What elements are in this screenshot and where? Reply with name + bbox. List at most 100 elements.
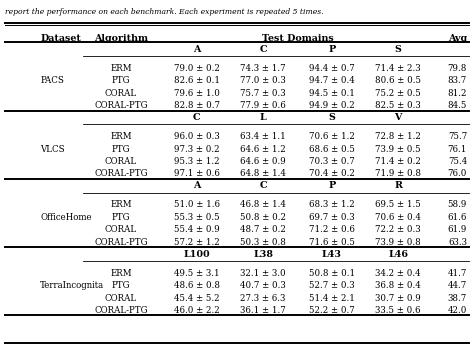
- Text: CORAL-PTG: CORAL-PTG: [94, 101, 147, 110]
- Text: 55.4 ± 0.9: 55.4 ± 0.9: [174, 225, 219, 234]
- Text: 97.3 ± 0.2: 97.3 ± 0.2: [174, 145, 219, 154]
- Text: 30.7 ± 0.9: 30.7 ± 0.9: [375, 294, 421, 302]
- Text: 70.4 ± 0.2: 70.4 ± 0.2: [309, 169, 355, 178]
- Text: 71.9 ± 0.8: 71.9 ± 0.8: [375, 169, 421, 178]
- Text: 71.4 ± 2.3: 71.4 ± 2.3: [375, 64, 421, 73]
- Text: 94.9 ± 0.2: 94.9 ± 0.2: [309, 101, 355, 110]
- Text: 76.1: 76.1: [448, 145, 467, 154]
- Text: VLCS: VLCS: [40, 145, 65, 154]
- Text: 73.9 ± 0.5: 73.9 ± 0.5: [375, 145, 421, 154]
- Text: PTG: PTG: [111, 281, 130, 290]
- Text: PTG: PTG: [111, 145, 130, 154]
- Text: 68.3 ± 1.2: 68.3 ± 1.2: [309, 201, 355, 209]
- Text: 82.6 ± 0.1: 82.6 ± 0.1: [173, 76, 220, 85]
- Text: 69.5 ± 1.5: 69.5 ± 1.5: [375, 201, 421, 209]
- Text: 75.7: 75.7: [448, 132, 467, 141]
- Text: CORAL: CORAL: [105, 294, 137, 302]
- Text: S: S: [395, 45, 401, 54]
- Text: 64.6 ± 0.9: 64.6 ± 0.9: [240, 157, 286, 166]
- Text: 82.5 ± 0.3: 82.5 ± 0.3: [375, 101, 421, 110]
- Text: P: P: [328, 45, 336, 54]
- Text: 80.6 ± 0.5: 80.6 ± 0.5: [375, 76, 421, 85]
- Text: 77.9 ± 0.6: 77.9 ± 0.6: [240, 101, 286, 110]
- Text: 73.9 ± 0.8: 73.9 ± 0.8: [375, 238, 421, 247]
- Text: 63.3: 63.3: [448, 238, 467, 247]
- Text: 83.7: 83.7: [448, 76, 467, 85]
- Text: CORAL-PTG: CORAL-PTG: [94, 238, 147, 247]
- Text: 72.8 ± 1.2: 72.8 ± 1.2: [375, 132, 421, 141]
- Text: C: C: [193, 113, 201, 122]
- Text: ERM: ERM: [110, 201, 132, 209]
- Text: 84.5: 84.5: [448, 101, 467, 110]
- Text: 70.3 ± 0.7: 70.3 ± 0.7: [309, 157, 355, 166]
- Text: 77.0 ± 0.3: 77.0 ± 0.3: [240, 76, 286, 85]
- Text: C: C: [259, 45, 267, 54]
- Text: ERM: ERM: [110, 269, 132, 278]
- Text: PACS: PACS: [40, 76, 64, 85]
- Text: 94.5 ± 0.1: 94.5 ± 0.1: [309, 89, 355, 98]
- Text: 69.7 ± 0.3: 69.7 ± 0.3: [309, 213, 355, 222]
- Text: V: V: [394, 113, 402, 122]
- Text: 46.8 ± 1.4: 46.8 ± 1.4: [240, 201, 286, 209]
- Text: 61.9: 61.9: [448, 225, 467, 234]
- Text: 36.8 ± 0.4: 36.8 ± 0.4: [375, 281, 421, 290]
- Text: Dataset: Dataset: [40, 34, 81, 43]
- Text: 58.9: 58.9: [448, 201, 467, 209]
- Text: 57.2 ± 1.2: 57.2 ± 1.2: [174, 238, 219, 247]
- Text: 64.6 ± 1.2: 64.6 ± 1.2: [240, 145, 286, 154]
- Text: P: P: [328, 181, 336, 190]
- Text: PTG: PTG: [111, 76, 130, 85]
- Text: 50.8 ± 0.2: 50.8 ± 0.2: [240, 213, 286, 222]
- Text: L38: L38: [253, 250, 273, 259]
- Text: L43: L43: [322, 250, 342, 259]
- Text: report the performance on each benchmark. Each experiment is repeated 5 times.: report the performance on each benchmark…: [5, 8, 323, 16]
- Text: 96.0 ± 0.3: 96.0 ± 0.3: [174, 132, 219, 141]
- Text: 71.6 ± 0.5: 71.6 ± 0.5: [309, 238, 355, 247]
- Text: CORAL: CORAL: [105, 225, 137, 234]
- Text: OfficeHome: OfficeHome: [40, 213, 92, 222]
- Text: 64.8 ± 1.4: 64.8 ± 1.4: [240, 169, 286, 178]
- Text: 52.2 ± 0.7: 52.2 ± 0.7: [309, 306, 355, 315]
- Text: 34.2 ± 0.4: 34.2 ± 0.4: [375, 269, 421, 278]
- Text: CORAL-PTG: CORAL-PTG: [94, 169, 147, 178]
- Text: 46.0 ± 2.2: 46.0 ± 2.2: [174, 306, 219, 315]
- Text: 42.0: 42.0: [448, 306, 467, 315]
- Text: CORAL-PTG: CORAL-PTG: [94, 306, 147, 315]
- Text: 75.7 ± 0.3: 75.7 ± 0.3: [240, 89, 286, 98]
- Text: 75.2 ± 0.5: 75.2 ± 0.5: [375, 89, 421, 98]
- Text: ERM: ERM: [110, 64, 132, 73]
- Text: 50.3 ± 0.8: 50.3 ± 0.8: [240, 238, 286, 247]
- Text: 94.7 ± 0.4: 94.7 ± 0.4: [309, 76, 355, 85]
- Text: 51.0 ± 1.6: 51.0 ± 1.6: [173, 201, 220, 209]
- Text: 36.1 ± 1.7: 36.1 ± 1.7: [240, 306, 286, 315]
- Text: 71.2 ± 0.6: 71.2 ± 0.6: [309, 225, 355, 234]
- Text: 70.6 ± 0.4: 70.6 ± 0.4: [375, 213, 421, 222]
- Text: 45.4 ± 5.2: 45.4 ± 5.2: [174, 294, 219, 302]
- Text: TerraIncognita: TerraIncognita: [40, 281, 104, 290]
- Text: 70.6 ± 1.2: 70.6 ± 1.2: [309, 132, 355, 141]
- Text: 94.4 ± 0.7: 94.4 ± 0.7: [309, 64, 355, 73]
- Text: C: C: [259, 181, 267, 190]
- Text: L46: L46: [388, 250, 408, 259]
- Text: 72.2 ± 0.3: 72.2 ± 0.3: [375, 225, 421, 234]
- Text: ERM: ERM: [110, 132, 132, 141]
- Text: 52.7 ± 0.3: 52.7 ± 0.3: [309, 281, 355, 290]
- Text: 55.3 ± 0.5: 55.3 ± 0.5: [174, 213, 219, 222]
- Text: A: A: [193, 45, 201, 54]
- Text: 44.7: 44.7: [448, 281, 467, 290]
- Text: L100: L100: [183, 250, 210, 259]
- Text: 79.8: 79.8: [448, 64, 467, 73]
- Text: 40.7 ± 0.3: 40.7 ± 0.3: [240, 281, 286, 290]
- Text: 27.3 ± 6.3: 27.3 ± 6.3: [240, 294, 286, 302]
- Text: Algorithm: Algorithm: [94, 34, 148, 43]
- Text: 49.5 ± 3.1: 49.5 ± 3.1: [174, 269, 219, 278]
- Text: 81.2: 81.2: [447, 89, 467, 98]
- Text: 71.4 ± 0.2: 71.4 ± 0.2: [375, 157, 421, 166]
- Text: 74.3 ± 1.7: 74.3 ± 1.7: [240, 64, 286, 73]
- Text: PTG: PTG: [111, 213, 130, 222]
- Text: 97.1 ± 0.6: 97.1 ± 0.6: [174, 169, 219, 178]
- Text: 32.1 ± 3.0: 32.1 ± 3.0: [240, 269, 286, 278]
- Text: 38.7: 38.7: [448, 294, 467, 302]
- Text: A: A: [193, 181, 201, 190]
- Text: CORAL: CORAL: [105, 89, 137, 98]
